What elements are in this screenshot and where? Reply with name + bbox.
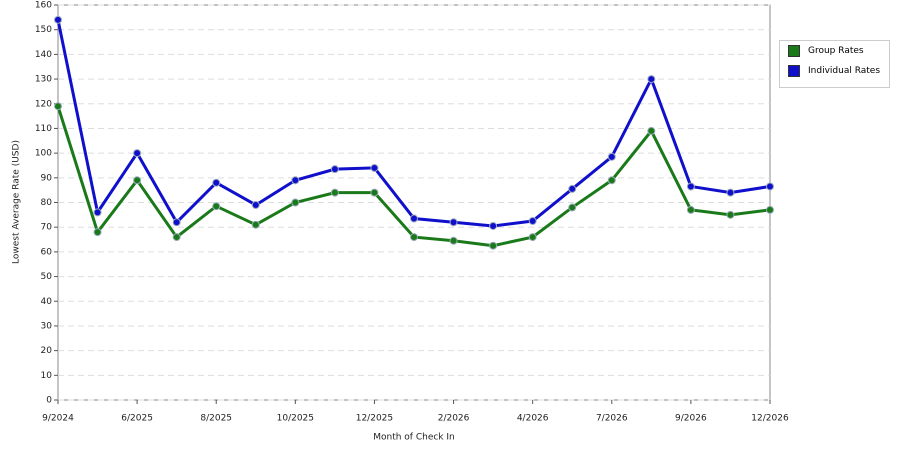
legend: Group Rates Individual Rates — [779, 40, 890, 88]
data-point — [370, 163, 379, 172]
y-tick-label: 30 — [41, 321, 53, 331]
data-point — [291, 198, 300, 207]
legend-label: Individual Rates — [808, 66, 881, 76]
y-tick-label: 100 — [35, 149, 52, 159]
data-point — [489, 241, 498, 250]
y-axis-label: Lowest Average Rate (USD) — [12, 140, 22, 264]
x-tick-label: 12/2025 — [356, 414, 393, 424]
x-axis-label: Month of Check In — [373, 433, 455, 443]
legend-swatch — [788, 45, 800, 57]
data-point — [172, 218, 181, 227]
data-point — [449, 236, 458, 245]
data-point — [528, 217, 537, 226]
data-point — [766, 182, 774, 191]
data-point — [647, 75, 656, 84]
data-point — [647, 126, 656, 135]
data-point — [726, 210, 735, 219]
y-tick-label: 120 — [35, 99, 52, 109]
y-tick-label: 90 — [41, 173, 53, 183]
y-tick-label: 150 — [35, 25, 52, 35]
data-point — [607, 152, 616, 161]
x-tick-label: 4/2026 — [517, 414, 549, 424]
data-point — [212, 178, 221, 187]
data-point — [93, 228, 102, 237]
legend-item: Individual Rates — [780, 61, 889, 81]
y-tick-label: 80 — [41, 198, 53, 208]
y-tick-label: 160 — [35, 1, 52, 11]
y-tick-label: 10 — [41, 371, 53, 381]
data-point — [410, 233, 418, 242]
data-point — [212, 202, 221, 211]
y-tick-label: 0 — [46, 396, 52, 406]
data-point — [93, 208, 102, 217]
data-point — [489, 221, 498, 230]
y-tick-label: 40 — [41, 297, 53, 307]
y-tick-label: 60 — [41, 247, 53, 257]
legend-item: Group Rates — [780, 41, 889, 61]
data-point — [726, 188, 735, 197]
data-point — [449, 218, 458, 227]
data-point — [607, 176, 616, 185]
data-point — [528, 233, 537, 242]
data-point — [686, 205, 695, 214]
y-tick-label: 140 — [35, 50, 52, 60]
x-tick-label: 9/2024 — [42, 414, 74, 424]
x-tick-label: 8/2025 — [200, 414, 232, 424]
data-point — [686, 182, 695, 191]
data-point — [133, 176, 142, 185]
x-tick-label: 2/2026 — [438, 414, 470, 424]
y-tick-label: 110 — [35, 124, 52, 134]
x-tick-label: 9/2026 — [675, 414, 707, 424]
y-tick-label: 70 — [41, 223, 53, 233]
x-tick-label: 7/2026 — [596, 414, 628, 424]
data-point — [330, 188, 339, 197]
legend-label: Group Rates — [808, 46, 864, 56]
legend-swatch — [788, 65, 800, 77]
x-tick-label: 6/2025 — [121, 414, 153, 424]
data-point — [54, 15, 62, 24]
data-point — [766, 205, 774, 214]
data-point — [133, 149, 142, 158]
x-tick-label: 12/2026 — [751, 414, 789, 424]
y-tick-label: 50 — [41, 272, 53, 282]
y-tick-label: 20 — [41, 346, 53, 356]
data-point — [251, 220, 260, 229]
data-point — [291, 176, 300, 185]
data-point — [54, 102, 62, 111]
y-tick-label: 130 — [35, 75, 52, 85]
x-tick-label: 10/2025 — [277, 414, 314, 424]
data-point — [251, 200, 260, 209]
data-point — [330, 165, 339, 174]
data-point — [568, 184, 577, 193]
data-point — [370, 188, 379, 197]
data-point — [568, 203, 577, 212]
data-point — [172, 233, 181, 242]
data-point — [410, 214, 418, 223]
